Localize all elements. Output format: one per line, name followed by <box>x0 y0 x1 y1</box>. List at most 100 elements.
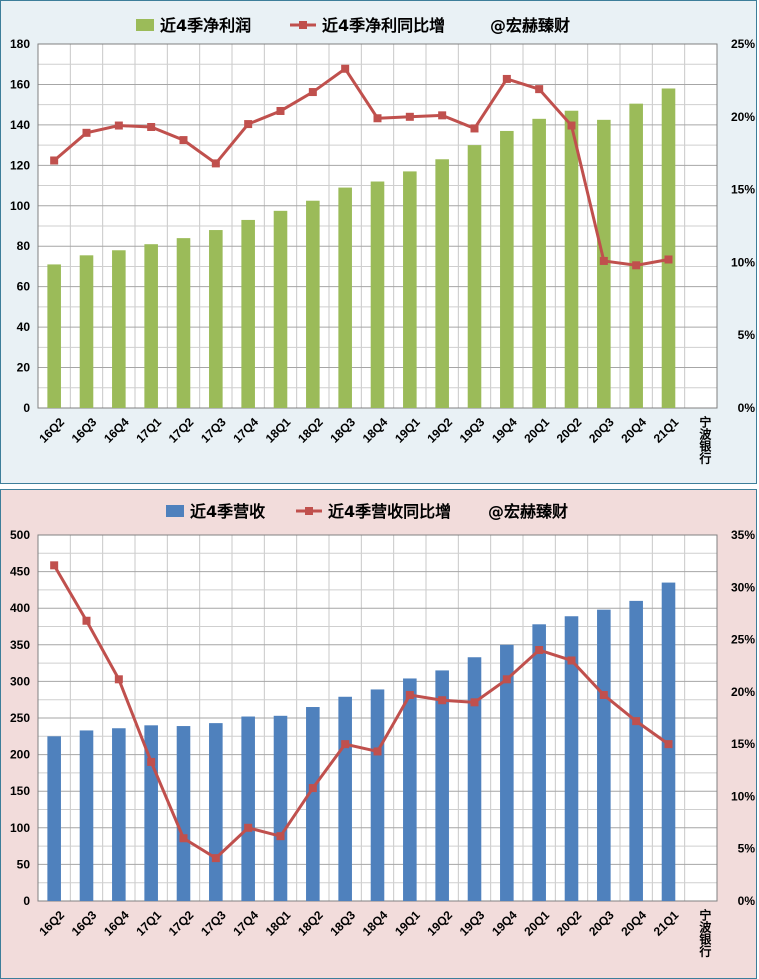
x-tick-label: 19Q1 <box>392 415 423 446</box>
line-point <box>82 128 91 137</box>
y-right-tick-label: 35% <box>731 528 755 542</box>
x-tick-label: 20Q3 <box>586 908 617 939</box>
bar <box>661 88 676 408</box>
y-left-tick-label: 200 <box>10 748 30 762</box>
line-point <box>50 561 59 570</box>
x-tick-label: 19Q2 <box>424 415 455 446</box>
y-left-tick-label: 150 <box>10 784 30 798</box>
line-point <box>470 124 479 133</box>
line-point <box>502 74 511 83</box>
line-point <box>179 834 188 843</box>
y-right-tick-label: 5% <box>738 842 756 856</box>
watermark-label: @宏赫臻财 <box>490 16 570 35</box>
bar <box>370 181 385 408</box>
x-tick-label: 19Q1 <box>392 908 423 939</box>
bar <box>306 200 320 408</box>
y-left-tick-label: 0 <box>23 401 30 415</box>
y-left-tick-label: 500 <box>10 528 30 542</box>
bar <box>467 145 482 408</box>
bar <box>112 250 126 408</box>
line-point <box>438 111 447 120</box>
x-tick-label: 19Q3 <box>457 908 488 939</box>
x-tick-label: 18Q2 <box>295 908 326 939</box>
y-right-tick-label: 0% <box>738 401 756 415</box>
x-tick-label: 19Q4 <box>489 415 520 446</box>
net-profit-chart: 0 20 40 60 80 100 120 140 160 180 0% 5% 10% 15% 20% 25%… <box>10 16 756 465</box>
line-point <box>114 121 123 130</box>
bar <box>500 130 514 408</box>
line-point <box>599 690 608 699</box>
y-left-tick-label: 100 <box>10 821 30 835</box>
line-point <box>502 675 511 684</box>
bar <box>564 616 579 901</box>
line-point <box>470 698 479 707</box>
bar <box>47 736 61 901</box>
x-tick-label: 16Q4 <box>101 415 132 446</box>
x-tick-label: 17Q1 <box>133 908 164 939</box>
legend-bar-label: 近4季营收 <box>190 502 265 521</box>
x-tick-label: 18Q1 <box>263 415 294 446</box>
bar <box>273 210 288 408</box>
legend-bar-swatch <box>136 19 154 31</box>
bar <box>629 600 643 901</box>
x-tick-label: 18Q4 <box>360 415 391 446</box>
line-point <box>244 823 253 832</box>
x-tick-label: 宁波银行 <box>698 415 712 465</box>
x-tick-label: 19Q2 <box>424 908 455 939</box>
bar <box>79 255 94 408</box>
x-tick-label: 19Q4 <box>489 908 520 939</box>
line-point <box>632 717 641 726</box>
bar <box>500 644 514 901</box>
x-tick-label: 16Q2 <box>36 415 67 446</box>
bar <box>532 118 546 409</box>
x-tick-label: 宁波银行 <box>698 908 712 958</box>
bar <box>370 689 385 901</box>
legend-line-label: 近4季净利同比增 <box>322 16 445 35</box>
line-point <box>147 122 156 131</box>
line-point <box>276 106 285 115</box>
y-right-tick-label: 25% <box>731 633 755 647</box>
x-tick-label: 17Q2 <box>166 908 197 939</box>
x-tick-label: 17Q4 <box>230 908 261 939</box>
x-tick-label: 18Q3 <box>327 415 358 446</box>
line-point <box>50 156 59 165</box>
y-left-tick-label: 50 <box>17 857 31 871</box>
x-tick-label: 20Q3 <box>586 415 617 446</box>
bar <box>144 244 158 408</box>
y-left-tick-label: 20 <box>17 361 31 375</box>
bar <box>403 678 417 901</box>
line-point <box>179 136 188 145</box>
x-tick-label: 17Q4 <box>230 415 261 446</box>
y-right-tick-label: 15% <box>731 183 755 197</box>
bar <box>467 657 482 901</box>
bar <box>241 716 255 901</box>
y-left-tick-label: 80 <box>17 239 31 253</box>
line-point <box>599 256 608 265</box>
bar <box>629 103 643 409</box>
legend-line-label: 近4季营收同比增 <box>328 502 451 521</box>
y-right-tick-label: 10% <box>731 789 755 803</box>
y-right-tick-label: 10% <box>731 255 755 269</box>
x-tick-label: 20Q2 <box>554 908 585 939</box>
x-tick-label: 20Q4 <box>618 415 649 446</box>
bar <box>597 609 611 901</box>
line-point <box>373 747 382 756</box>
x-tick-label: 19Q3 <box>457 415 488 446</box>
x-tick-label: 18Q3 <box>327 908 358 939</box>
bar <box>209 723 223 901</box>
y-left-tick-label: 120 <box>10 158 30 172</box>
line-point <box>405 690 414 699</box>
x-tick-label: 20Q1 <box>521 415 552 446</box>
y-right-tick-label: 30% <box>731 580 755 594</box>
line-point <box>632 261 641 270</box>
x-tick-label: 20Q4 <box>618 908 649 939</box>
line-point <box>373 114 382 123</box>
line-point <box>308 784 317 793</box>
line-point <box>114 675 123 684</box>
bar <box>47 264 61 408</box>
bar <box>79 730 94 901</box>
x-tick-label: 16Q2 <box>36 908 67 939</box>
y-left-tick-label: 100 <box>10 199 30 213</box>
bar <box>273 715 288 901</box>
bar <box>176 238 191 408</box>
